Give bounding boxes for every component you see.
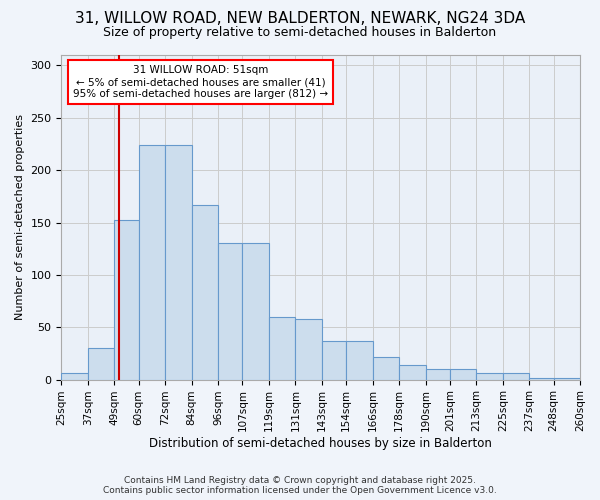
Bar bbox=[191, 204, 218, 380]
Y-axis label: Number of semi-detached properties: Number of semi-detached properties bbox=[15, 114, 25, 320]
Bar bbox=[218, 244, 242, 380]
Bar bbox=[139, 145, 165, 380]
Bar bbox=[346, 341, 373, 380]
Text: 31 WILLOW ROAD: 51sqm
← 5% of semi-detached houses are smaller (41)
95% of semi-: 31 WILLOW ROAD: 51sqm ← 5% of semi-detac… bbox=[73, 66, 328, 98]
Bar bbox=[450, 369, 476, 380]
Bar bbox=[529, 378, 554, 380]
Bar bbox=[165, 145, 191, 380]
Text: Contains HM Land Registry data © Crown copyright and database right 2025.
Contai: Contains HM Land Registry data © Crown c… bbox=[103, 476, 497, 495]
Bar bbox=[322, 341, 346, 380]
Bar bbox=[242, 244, 269, 380]
Bar bbox=[295, 319, 322, 380]
Text: 31, WILLOW ROAD, NEW BALDERTON, NEWARK, NG24 3DA: 31, WILLOW ROAD, NEW BALDERTON, NEWARK, … bbox=[75, 11, 525, 26]
X-axis label: Distribution of semi-detached houses by size in Balderton: Distribution of semi-detached houses by … bbox=[149, 437, 492, 450]
Text: Size of property relative to semi-detached houses in Balderton: Size of property relative to semi-detach… bbox=[103, 26, 497, 39]
Bar bbox=[61, 374, 88, 380]
Bar bbox=[399, 365, 425, 380]
Bar bbox=[115, 220, 139, 380]
Bar bbox=[503, 374, 529, 380]
Bar bbox=[476, 374, 503, 380]
Bar bbox=[373, 356, 399, 380]
Bar bbox=[425, 369, 450, 380]
Bar bbox=[269, 317, 295, 380]
Bar bbox=[554, 378, 580, 380]
Bar bbox=[88, 348, 115, 380]
